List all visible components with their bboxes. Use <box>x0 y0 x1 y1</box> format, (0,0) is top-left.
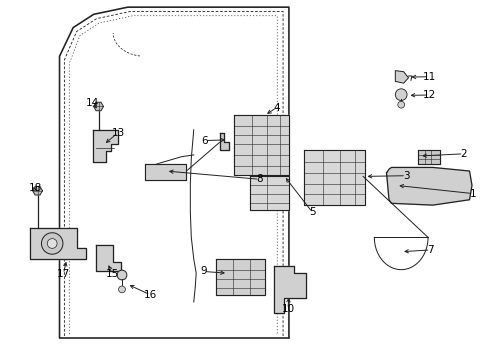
Polygon shape <box>93 130 118 162</box>
Polygon shape <box>216 259 265 295</box>
Circle shape <box>117 270 127 280</box>
Polygon shape <box>274 266 306 313</box>
Text: 14: 14 <box>86 98 99 108</box>
Circle shape <box>398 101 405 108</box>
Text: 13: 13 <box>111 128 125 138</box>
Polygon shape <box>33 186 43 195</box>
Polygon shape <box>418 149 440 164</box>
Polygon shape <box>96 244 121 271</box>
Polygon shape <box>250 176 289 211</box>
Text: 1: 1 <box>470 189 477 199</box>
Text: 17: 17 <box>57 269 70 279</box>
Text: 16: 16 <box>144 290 157 300</box>
Polygon shape <box>30 228 86 259</box>
Polygon shape <box>145 164 186 180</box>
Text: 18: 18 <box>28 183 42 193</box>
Text: 10: 10 <box>281 304 294 314</box>
Polygon shape <box>387 167 472 205</box>
Text: 11: 11 <box>423 72 436 82</box>
Circle shape <box>119 286 125 293</box>
Circle shape <box>48 239 57 248</box>
Text: 8: 8 <box>256 174 263 184</box>
Polygon shape <box>220 134 229 149</box>
Text: 3: 3 <box>403 171 409 181</box>
Text: 12: 12 <box>423 90 436 100</box>
Text: 5: 5 <box>309 207 316 217</box>
Circle shape <box>42 233 63 254</box>
Text: 7: 7 <box>427 245 434 255</box>
Text: 6: 6 <box>202 136 208 145</box>
Text: 4: 4 <box>273 103 280 113</box>
Polygon shape <box>234 116 289 175</box>
Text: 15: 15 <box>106 269 119 279</box>
Polygon shape <box>395 71 409 83</box>
Text: 2: 2 <box>461 149 467 159</box>
Circle shape <box>395 89 407 100</box>
Text: 9: 9 <box>200 266 207 276</box>
Polygon shape <box>94 102 103 111</box>
Polygon shape <box>304 149 365 205</box>
